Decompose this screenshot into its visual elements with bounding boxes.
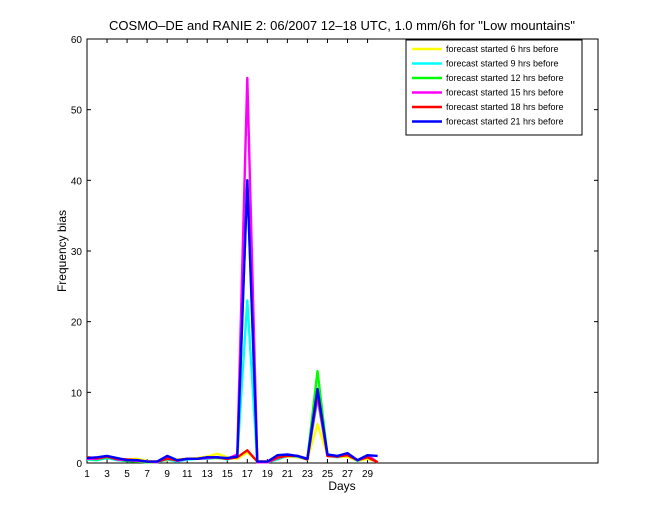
series-line-1 — [86, 299, 379, 464]
x-tick-label: 9 — [164, 469, 170, 480]
y-tick-label: 10 — [71, 388, 83, 399]
y-tick-label: 30 — [71, 247, 83, 258]
series-line-2 — [86, 179, 379, 464]
x-tick-label: 29 — [362, 469, 374, 480]
series-lines — [86, 76, 379, 464]
legend-label-1: forecast started 9 hrs before — [446, 59, 559, 69]
x-tick-label: 11 — [182, 469, 193, 480]
x-tick-label: 15 — [222, 469, 234, 480]
series-line-3 — [87, 76, 379, 464]
series-line-4 — [86, 391, 379, 464]
legend-label-5: forecast started 21 hrs before — [446, 117, 564, 127]
x-tick-label: 13 — [202, 469, 214, 480]
y-axis: 0 10 20 30 40 50 60 — [71, 35, 598, 470]
y-tick-label: 40 — [71, 176, 83, 187]
chart-title: COSMO–DE and RANIE 2: 06/2007 12–18 UTC,… — [109, 18, 575, 33]
y-tick-label: 50 — [71, 106, 83, 117]
legend-label-4: forecast started 18 hrs before — [446, 102, 564, 112]
y-axis-label: Frequency bias — [55, 210, 69, 292]
y-tick-label: 60 — [71, 35, 83, 46]
legend: forecast started 6 hrs before forecast st… — [405, 39, 583, 136]
x-tick-label: 17 — [242, 469, 254, 480]
x-axis: 1 3 5 7 9 11 13 15 17 19 21 23 25 27 29 — [84, 39, 374, 480]
x-tick-label: 19 — [262, 469, 274, 480]
y-tick-label: 20 — [71, 318, 83, 329]
legend-box — [405, 39, 583, 136]
legend-label-2: forecast started 12 hrs before — [446, 73, 564, 83]
x-tick-label: 7 — [144, 469, 150, 480]
x-tick-label: 1 — [84, 469, 90, 480]
x-tick-label: 27 — [342, 469, 354, 480]
legend-label-3: forecast started 15 hrs before — [446, 88, 564, 98]
series-line-5 — [86, 179, 378, 463]
x-tick-label: 3 — [104, 469, 110, 480]
x-tick-label: 21 — [282, 469, 294, 480]
x-axis-label: Days — [328, 479, 355, 493]
x-tick-label: 25 — [322, 469, 334, 480]
legend-label-0: forecast started 6 hrs before — [446, 44, 559, 54]
x-tick-label: 5 — [124, 469, 130, 480]
y-tick-label: 0 — [76, 459, 82, 470]
x-tick-label: 23 — [302, 469, 314, 480]
